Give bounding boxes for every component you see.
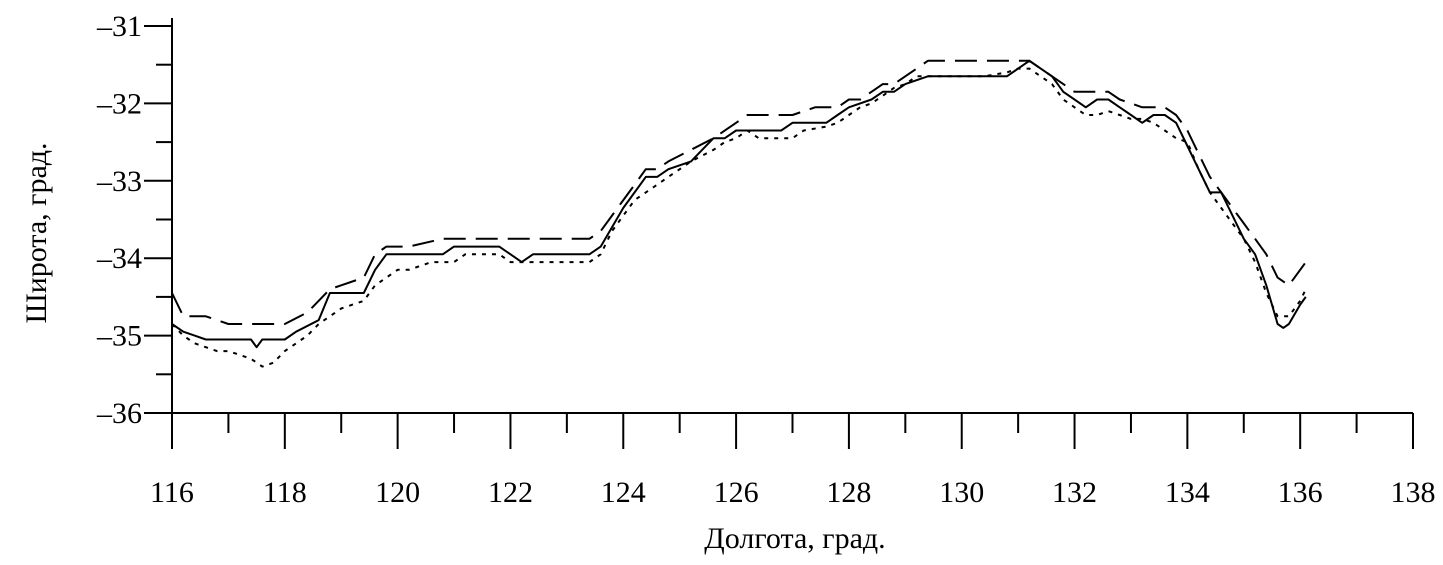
- y-tick-label: –36: [96, 397, 142, 430]
- y-tick-label: –33: [96, 165, 142, 198]
- series-layer: [171, 59, 1307, 368]
- x-tick-label: 124: [601, 476, 646, 509]
- x-tick-label: 134: [1165, 476, 1210, 509]
- series-line-dotted: [171, 67, 1307, 368]
- series-line-solid: [171, 59, 1307, 349]
- x-tick-label: 130: [939, 476, 984, 509]
- y-axis-title: Широта, град.: [20, 142, 53, 323]
- x-tick-label: 136: [1278, 476, 1323, 509]
- x-tick-label: 122: [488, 476, 533, 509]
- axes: –36 –35 –34 –33 –32 –31 116 118 120 122 124 126 128 1…: [96, 10, 1436, 509]
- x-tick-label: 132: [1052, 476, 1097, 509]
- x-tick-label: 128: [826, 476, 871, 509]
- x-axis-title: Долгота, град.: [704, 522, 885, 555]
- y-tick-label: –34: [96, 242, 142, 275]
- x-tick-label: 126: [714, 476, 759, 509]
- y-tick-label: –31: [96, 10, 142, 43]
- series-line-dashed: [171, 59, 1307, 325]
- x-tick-label: 120: [375, 476, 420, 509]
- x-tick-label: 116: [150, 476, 194, 509]
- x-tick-label: 138: [1391, 476, 1436, 509]
- y-tick-label: –32: [96, 87, 142, 120]
- x-tick-label: 118: [263, 476, 307, 509]
- y-tick-label: –35: [96, 320, 142, 353]
